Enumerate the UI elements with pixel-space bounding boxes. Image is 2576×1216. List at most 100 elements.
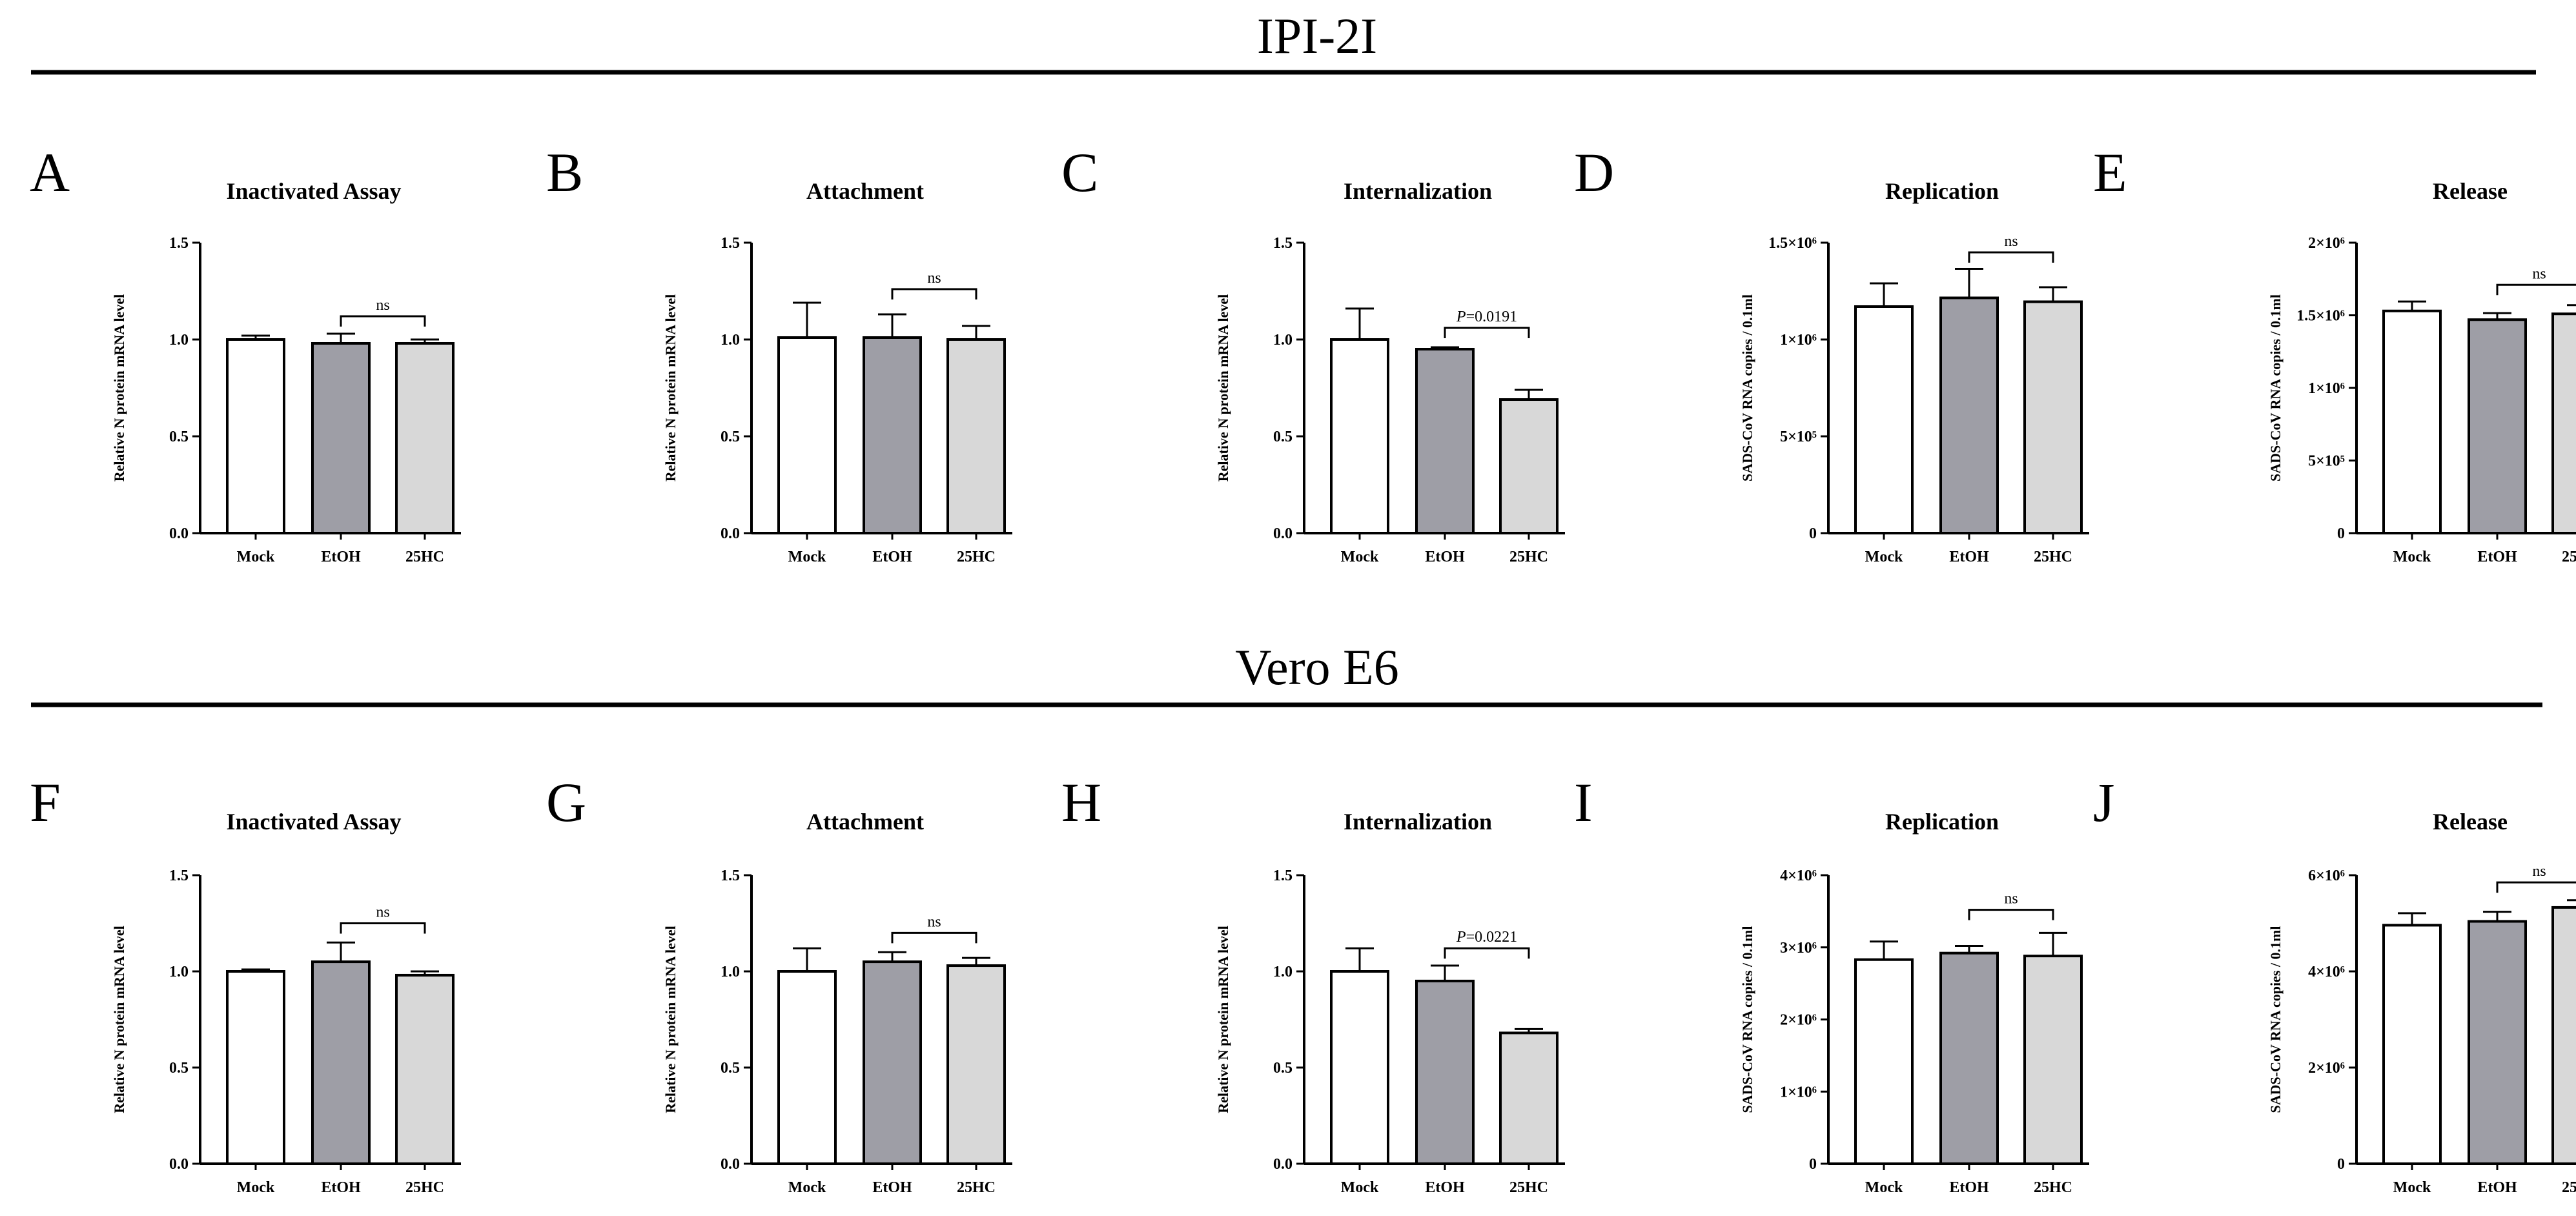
y-tick-label: 1.5 xyxy=(1273,235,1293,252)
category-label: EtOH xyxy=(321,549,361,565)
panel-letter: F xyxy=(30,771,61,833)
bar-mock xyxy=(777,336,837,534)
bar-etoh xyxy=(1939,951,1999,1165)
category-label: 25HC xyxy=(2034,549,2072,565)
y-tick-label: 5×10⁵ xyxy=(1780,429,1817,445)
bar-mock xyxy=(2382,924,2442,1165)
significance-label: ns xyxy=(2004,891,2018,907)
panel-i: I Replication 0 1×10⁶ 2×10⁶ 3×10⁶ 4×10⁶ SADS-Co… xyxy=(1574,771,2089,1196)
significance-bracket xyxy=(891,931,977,944)
panel-letter: C xyxy=(1061,141,1098,203)
y-tick-label: 1.0 xyxy=(169,964,189,980)
y-axis-label: Relative N protein mRNA level xyxy=(662,294,679,481)
category-label: Mock xyxy=(1865,549,1903,565)
significance-bracket xyxy=(2496,881,2576,893)
bar-etoh xyxy=(1415,348,1475,534)
y-tick-label: 0.5 xyxy=(169,1060,189,1077)
y-axis-label: SADS-CoV RNA copies / 0.1ml xyxy=(1739,294,1755,481)
y-axis-label: Relative N protein mRNA level xyxy=(111,294,127,481)
bar-25hc xyxy=(1499,398,1559,534)
y-tick-label: 5×10⁵ xyxy=(2308,453,2345,470)
bar-25hc xyxy=(2551,906,2576,1166)
category-label: EtOH xyxy=(2477,549,2517,565)
significance-bracket xyxy=(1968,909,2054,920)
y-tick-label: 1.5×10⁶ xyxy=(2296,308,2345,325)
chart-title: Release xyxy=(2433,178,2508,204)
bar-mock xyxy=(1854,958,1914,1166)
significance-bracket xyxy=(891,288,977,299)
category-label: EtOH xyxy=(872,549,912,565)
bar-25hc xyxy=(946,964,1006,1166)
y-tick-label: 3×10⁶ xyxy=(1780,940,1817,957)
y-tick-label: 1.5 xyxy=(721,867,740,884)
y-tick-label: 6×10⁶ xyxy=(2308,867,2345,884)
category-label: Mock xyxy=(788,549,826,565)
bar-mock xyxy=(226,970,285,1165)
panel-letter: A xyxy=(30,141,70,203)
significance-label: ns xyxy=(2532,863,2546,880)
category-label: Mock xyxy=(2393,549,2431,565)
section-title-vero-e6: Vero E6 xyxy=(1235,639,1398,695)
bar-25hc xyxy=(1499,1031,1559,1165)
category-label: EtOH xyxy=(2477,1179,2517,1196)
chart-title: Replication xyxy=(1885,809,1999,835)
panel-letter: B xyxy=(546,141,583,203)
category-label: Mock xyxy=(788,1179,826,1196)
category-label: 25HC xyxy=(1509,1179,1548,1196)
y-tick-label: 0 xyxy=(1809,1156,1817,1173)
bar-25hc xyxy=(946,338,1006,534)
y-tick-label: 1.5 xyxy=(1273,867,1293,884)
significance-label: ns xyxy=(927,913,941,930)
bar-etoh xyxy=(863,960,922,1165)
panel-letter: G xyxy=(546,771,586,833)
bar-25hc xyxy=(395,342,455,534)
panel-letter: J xyxy=(2093,771,2114,833)
category-label: 25HC xyxy=(405,549,444,565)
bar-mock xyxy=(1330,338,1389,534)
y-tick-label: 0.0 xyxy=(1273,1156,1293,1173)
category-label: EtOH xyxy=(1425,1179,1465,1196)
y-tick-label: 1×10⁶ xyxy=(1780,1084,1817,1100)
significance-bracket xyxy=(1444,947,1530,959)
panel-j: J Release 0 2×10⁶ 4×10⁶ 6×10⁶ SADS-CoV RNA cop… xyxy=(2093,771,2576,1196)
y-tick-label: 1.5 xyxy=(169,867,189,884)
bar-mock xyxy=(1330,970,1389,1165)
y-axis-label: Relative N protein mRNA level xyxy=(111,926,127,1113)
significance-label: ns xyxy=(2532,265,2546,282)
y-tick-label: 1.5 xyxy=(721,235,740,252)
bar-etoh xyxy=(1415,979,1475,1166)
y-tick-label: 0.0 xyxy=(721,1156,740,1173)
significance-label: P=0.0191 xyxy=(1456,309,1517,325)
category-label: 25HC xyxy=(957,1179,996,1196)
significance-bracket xyxy=(1968,251,2054,263)
y-axis-label: Relative N protein mRNA level xyxy=(1215,926,1231,1113)
significance-bracket xyxy=(1444,327,1530,338)
category-label: EtOH xyxy=(1425,549,1465,565)
y-tick-label: 4×10⁶ xyxy=(2308,964,2345,980)
category-label: 25HC xyxy=(1509,549,1548,565)
category-label: 25HC xyxy=(405,1179,444,1196)
y-tick-label: 0.0 xyxy=(169,1156,189,1173)
chart-title: Replication xyxy=(1885,178,1999,204)
category-label: 25HC xyxy=(2562,549,2576,565)
y-tick-label: 1.5×10⁶ xyxy=(1768,235,1817,252)
y-tick-label: 0 xyxy=(1809,525,1817,542)
chart-title: Inactivated Assay xyxy=(226,809,401,835)
significance-label: ns xyxy=(376,297,389,314)
y-axis-label: Relative N protein mRNA level xyxy=(662,926,679,1113)
bar-etoh xyxy=(311,960,371,1165)
y-axis-label: SADS-CoV RNA copies / 0.1ml xyxy=(2267,294,2284,481)
y-tick-label: 1.0 xyxy=(1273,964,1293,980)
category-label: EtOH xyxy=(872,1179,912,1196)
y-tick-label: 1×10⁶ xyxy=(1780,332,1817,349)
significance-bracket xyxy=(2496,283,2576,296)
y-axis-label: Relative N protein mRNA level xyxy=(1215,294,1231,481)
category-label: EtOH xyxy=(1949,549,1989,565)
y-axis-label: SADS-CoV RNA copies / 0.1ml xyxy=(1739,926,1755,1113)
panel-c: C Internalization 0.0 0.5 1.0 1.5 Relative N p… xyxy=(1061,141,1565,565)
bar-etoh xyxy=(863,336,922,534)
category-label: Mock xyxy=(1341,549,1379,565)
chart-title: Attachment xyxy=(806,178,924,204)
chart-title: Inactivated Assay xyxy=(226,178,401,204)
